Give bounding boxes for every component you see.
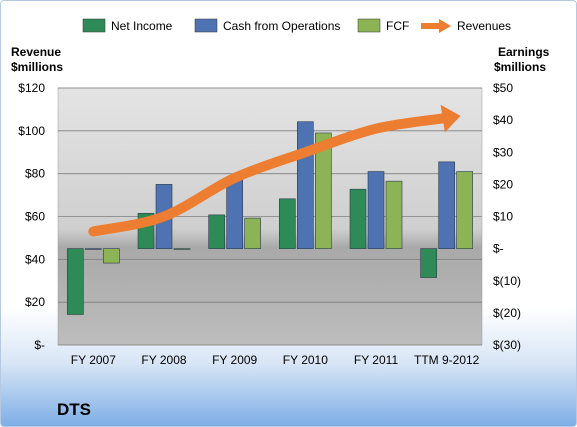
category-labels: FY 2007 FY 2008 FY 2009 FY 2010 FY 2011 TTM 9…: [71, 353, 480, 367]
right-tick-label: $(30): [493, 338, 521, 352]
bar-cash-from-operations: [367, 171, 385, 249]
bar-fcf: [103, 248, 120, 264]
bar-fcf: [244, 217, 261, 249]
legend-swatch: [194, 18, 218, 33]
right-axis-label-line2: $millions: [494, 60, 546, 74]
bar-cash-from-operations: [226, 179, 243, 249]
left-tick-label: $80: [25, 167, 45, 181]
bar-fcf: [456, 171, 473, 249]
left-axis-label-line1: Revenue: [11, 45, 61, 59]
category-label: FY 2010: [283, 353, 328, 367]
legend: Net Income Cash from Operations FCF Revenue…: [82, 18, 511, 33]
legend-label: Revenues: [457, 19, 511, 33]
bar-fcf: [385, 180, 403, 249]
revenue-line-group: [88, 104, 461, 237]
right-tick-label: $20: [493, 177, 513, 191]
bar-cash-from-operations: [297, 121, 314, 249]
bar-cash-from-operations: [85, 248, 102, 250]
left-tick-label: $60: [25, 210, 45, 224]
left-tick-label: $20: [25, 295, 45, 309]
right-tick-label: $40: [493, 113, 513, 127]
left-tick-label: $-: [34, 338, 45, 352]
category-label: FY 2008: [141, 353, 186, 367]
legend-swatch: [82, 18, 106, 33]
grid-lines: [58, 87, 482, 346]
left-tick-label: $120: [18, 81, 45, 95]
left-tick-label: $40: [25, 252, 45, 266]
revenue-line: [88, 112, 452, 237]
right-tick-label: $50: [493, 81, 513, 95]
legend-label: FCF: [386, 19, 409, 33]
bar-net-income: [279, 198, 296, 249]
left-axis-ticks: $- $20 $40 $60 $80 $100 $120: [18, 81, 45, 352]
bar-net-income: [349, 188, 367, 249]
legend-label: Net Income: [111, 19, 173, 33]
right-tick-label: $10: [493, 210, 513, 224]
left-tick-label: $100: [18, 124, 45, 138]
legend-label: Cash from Operations: [223, 19, 340, 33]
company-title: DTS: [57, 400, 91, 419]
legend-arrow-icon: [439, 19, 451, 33]
left-axis-label-line2: $millions: [11, 60, 63, 74]
bar-net-income: [67, 248, 84, 315]
legend-swatch: [357, 18, 381, 33]
bar-cash-from-operations: [438, 161, 455, 249]
right-tick-label: $(10): [493, 274, 521, 288]
right-tick-label: $30: [493, 145, 513, 159]
category-label: FY 2009: [212, 353, 257, 367]
right-tick-label: $(20): [493, 306, 521, 320]
right-axis-label-line1: Earnings: [498, 45, 550, 59]
category-label: FY 2011: [354, 353, 399, 367]
bar-fcf: [173, 248, 191, 250]
bar-fcf: [315, 132, 332, 249]
right-tick-label: $-: [493, 242, 504, 256]
bar-net-income: [208, 214, 225, 249]
category-label: TTM 9-2012: [414, 353, 480, 367]
revenue-arrowhead: [440, 104, 461, 133]
right-axis-ticks: $(30) $(20) $(10) $- $10 $20 $30 $40 $50: [493, 81, 521, 352]
category-label: FY 2007: [71, 353, 116, 367]
bar-net-income: [420, 248, 437, 278]
